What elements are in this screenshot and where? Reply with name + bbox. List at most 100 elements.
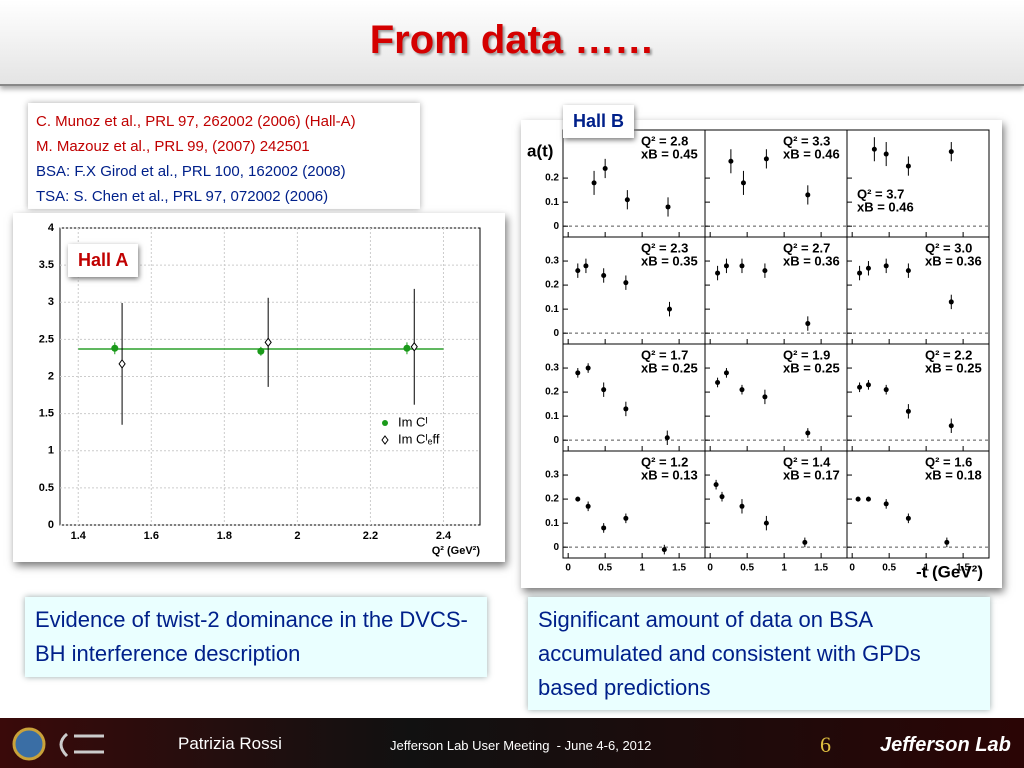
data-point [905,408,911,414]
data-point [715,270,721,276]
slide-title: From data …… [369,18,655,62]
author: Patrizia Rossi [178,734,282,753]
y-tick-label: 0 [553,328,559,339]
reference: TSA: S. Chen et al., PRL 97, 072002 (200… [36,188,329,205]
caption: Significant amount of data on BSA accumu… [528,597,990,710]
panel-frame [846,450,990,559]
hall-b-chart: a(t) -t (GeV²) 0 0.1 0.2 Q² = 2.8xB = 0.45 Q² … [521,120,1002,588]
data-point [623,406,629,412]
data-point [857,270,863,276]
data-point [740,180,746,186]
panel-xb: xB = 0.35 [641,253,698,268]
data-point [723,370,729,376]
y-tick-label: 0.1 [545,197,559,208]
y-tick-label: 0.5 [39,482,54,494]
data-point [905,268,911,274]
x-tick-label: 1 [639,563,645,574]
data-point [905,515,911,521]
panel-xb: xB = 0.45 [641,146,698,161]
panel-xb: xB = 0.36 [925,253,982,268]
y-tick-label: 0.2 [545,280,559,291]
y-tick-label: 0.1 [545,518,559,529]
y-tick-label: 0.2 [545,494,559,505]
y-tick-label: 0.1 [545,411,559,422]
panel-q2: Q² = 1.2 [641,454,688,469]
data-point [410,341,418,352]
data-point [763,156,769,162]
data-point [944,539,950,545]
y-tick-label: 2.5 [39,333,54,345]
x-tick-label: 2 [294,530,300,542]
event: Jefferson Lab User Meeting - June 4-6, 2… [390,738,652,753]
x-tick-label: 0.5 [598,563,612,574]
y-tick-label: 1 [48,445,54,457]
data-point [575,370,581,376]
panel-xb: xB = 0.25 [925,360,982,375]
data-point [763,520,769,526]
legend-label: Im Cᴵₑff [398,431,440,446]
y-tick-label: 0.3 [545,256,559,267]
data-point [871,146,877,152]
y-axis-label: a(t) [527,141,553,160]
x-tick-label: 2.4 [436,530,452,542]
data-point [118,359,126,369]
data-point [948,149,954,155]
x-tick-label: 1 [781,563,787,574]
page-number: 6 [820,732,831,757]
data-point [583,263,589,269]
reference: BSA: F.X Girod et al., PRL 100, 162002 (… [36,163,346,180]
data-point [664,435,670,441]
x-tick-label: 0 [849,563,855,574]
y-tick-label: 3 [48,296,54,308]
x-tick-label: 1.5 [956,563,970,574]
panel-xb: xB = 0.46 [783,146,840,161]
data-point [601,387,607,393]
data-point [883,501,889,507]
data-point [857,384,863,390]
panel-q2: Q² = 3.0 [925,240,972,255]
data-point [948,423,954,429]
data-point [719,494,725,500]
y-tick-label: 0.2 [545,387,559,398]
y-tick-label: 1.5 [39,408,54,420]
data-point [948,299,954,305]
panel-xb: xB = 0.18 [925,467,982,482]
data-point [623,280,629,286]
data-point [661,547,667,553]
data-point [403,344,411,352]
logo-text: Jefferson Lab [880,734,1011,756]
data-point [715,379,721,385]
hall-a-tag: Hall A [68,244,139,277]
panel-q2: Q² = 3.7 [857,186,904,201]
caption: Evidence of twist-2 dominance in the DVC… [25,597,487,677]
data-point [575,496,581,502]
data-point [601,525,607,531]
data-point [624,197,630,203]
y-tick-label: 3.5 [39,259,54,271]
panel-xb: xB = 0.46 [857,199,914,214]
data-point [585,503,591,509]
data-point [723,263,729,269]
panel-xb: xB = 0.17 [783,467,840,482]
x-tick-label: 1.8 [217,530,232,542]
y-tick-label: 0.3 [545,363,559,374]
y-tick-label: 0.1 [545,304,559,315]
x-tick-label: 0 [565,563,571,574]
y-tick-label: 0 [48,519,54,531]
panel-frame [846,129,990,238]
data-point [855,496,861,502]
y-tick-label: 4 [48,222,55,234]
data-point [883,263,889,269]
y-tick-label: 0 [553,221,559,232]
data-point [802,539,808,545]
data-point [591,180,597,186]
panel-q2: Q² = 3.3 [783,133,830,148]
legend-marker [382,420,388,426]
y-tick-label: 0.3 [545,470,559,481]
x-tick-label: 1.5 [672,563,686,574]
data-point [575,268,581,274]
data-point [667,306,672,312]
panel-q2: Q² = 2.3 [641,240,688,255]
x-tick-label: 1 [923,563,929,574]
x-tick-label: 0.5 [882,563,896,574]
